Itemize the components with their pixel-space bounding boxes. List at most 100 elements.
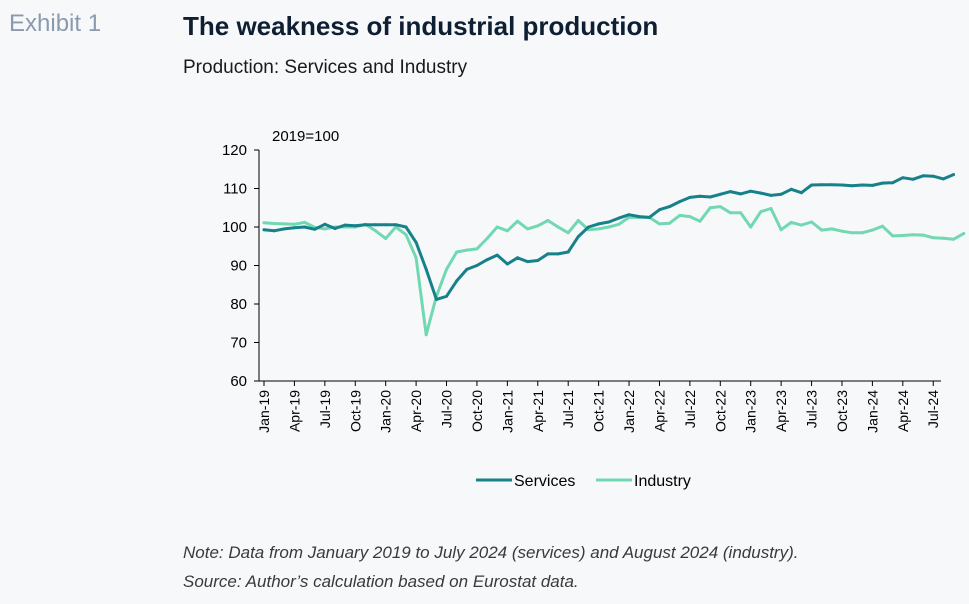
data-point-services (333, 227, 337, 230)
data-point-services (292, 226, 296, 230)
data-point-services (718, 192, 722, 196)
data-point-services (516, 256, 519, 260)
x-tick-label: Apr-19 (286, 390, 302, 432)
data-point-services (810, 183, 814, 187)
data-point-industry (668, 221, 672, 225)
legend-label-services: Services (514, 473, 575, 490)
data-point-services (901, 176, 905, 180)
data-point-services (455, 279, 459, 283)
data-point-industry (850, 231, 854, 235)
x-tick-label: Jul-22 (682, 390, 698, 428)
data-point-services (272, 229, 276, 233)
data-point-services (566, 250, 570, 254)
data-point-services (546, 252, 550, 256)
x-tick-label: Jul-20 (439, 390, 455, 428)
data-point-industry (597, 227, 601, 231)
data-point-industry (465, 248, 469, 252)
data-point-services (607, 220, 611, 224)
data-point-services (739, 192, 743, 196)
chart-title: The weakness of industrial production (183, 11, 659, 41)
data-point-industry (678, 213, 682, 217)
data-point-industry (485, 237, 489, 240)
data-point-industry (962, 232, 966, 235)
data-point-industry (931, 236, 935, 240)
data-point-industry (911, 233, 915, 237)
legend-label-industry: Industry (634, 473, 691, 490)
data-point-industry (708, 206, 712, 210)
data-point-services (576, 235, 580, 239)
data-point-industry (718, 205, 722, 209)
x-tick-label: Jul-19 (317, 390, 333, 428)
data-point-services (363, 223, 367, 227)
data-point-industry (505, 229, 509, 233)
data-point-services (749, 189, 753, 193)
data-point-services (353, 224, 357, 228)
data-point-industry (546, 219, 550, 222)
y-tick-label: 70 (230, 335, 247, 352)
data-point-services (840, 183, 844, 187)
x-tick-label: Jan-19 (256, 390, 272, 433)
data-point-services (931, 174, 935, 178)
data-point-services (485, 258, 489, 262)
data-point-services (658, 208, 661, 212)
y-tick-label: 80 (230, 296, 247, 313)
x-tick-label: Oct-23 (834, 390, 850, 432)
data-point-services (404, 225, 408, 229)
data-point-industry (323, 227, 327, 231)
x-tick-label: Jan-22 (621, 390, 637, 433)
x-tick-label: Jul-21 (560, 390, 576, 428)
x-tick-label: Oct-20 (469, 390, 485, 432)
data-point-industry (901, 234, 905, 237)
data-point-services (952, 173, 955, 177)
x-tick-label: Apr-20 (408, 390, 424, 432)
series-line-industry (262, 205, 966, 337)
data-point-industry (617, 222, 621, 226)
data-point-services (688, 195, 692, 199)
data-point-services (668, 205, 672, 209)
data-point-services (597, 222, 601, 226)
x-tick-label: Jan-21 (499, 390, 515, 433)
data-point-services (445, 294, 448, 298)
x-tick-label: Jan-24 (864, 390, 880, 433)
data-point-industry (404, 233, 408, 237)
data-point-industry (881, 224, 884, 228)
data-point-services (495, 253, 499, 257)
data-point-services (870, 183, 874, 187)
data-point-services (323, 222, 327, 226)
data-point-industry (292, 222, 296, 226)
x-tick-label: Apr-21 (530, 390, 546, 432)
data-point-industry (475, 247, 479, 251)
data-point-services (384, 223, 388, 227)
data-point-services (434, 297, 438, 301)
data-point-industry (688, 215, 692, 219)
data-point-industry (739, 211, 743, 215)
data-point-industry (556, 225, 560, 229)
chart-source: Source: Author’s calculation based on Eu… (183, 572, 579, 591)
data-point-industry (728, 211, 732, 215)
exhibit-label: Exhibit 1 (9, 10, 102, 37)
data-point-services (465, 267, 469, 271)
data-point-industry (749, 225, 753, 229)
data-point-industry (759, 210, 763, 214)
data-point-industry (870, 228, 874, 232)
x-tick-label: Apr-23 (773, 390, 789, 432)
data-point-services (343, 223, 347, 227)
data-point-services (728, 190, 732, 194)
data-point-services (759, 191, 763, 195)
data-point-services (424, 267, 428, 271)
data-point-industry (769, 207, 773, 210)
data-point-industry (526, 227, 530, 231)
y-tick-label: 60 (230, 373, 247, 390)
data-point-industry (607, 225, 611, 229)
data-point-industry (698, 219, 702, 223)
data-point-industry (445, 267, 448, 271)
data-point-industry (455, 250, 459, 254)
line-chart: 60 70 80 90 100 110 120 Jan-19 Apr-19 Jul-19 Oct-1… (222, 128, 966, 490)
data-point-industry (891, 234, 895, 238)
data-point-industry (830, 227, 834, 231)
data-point-industry (952, 237, 955, 241)
y-tick-label: 90 (230, 258, 247, 275)
y-tick-label: 120 (222, 142, 247, 159)
data-point-services (881, 181, 884, 185)
x-tick-label: Apr-22 (651, 390, 667, 432)
